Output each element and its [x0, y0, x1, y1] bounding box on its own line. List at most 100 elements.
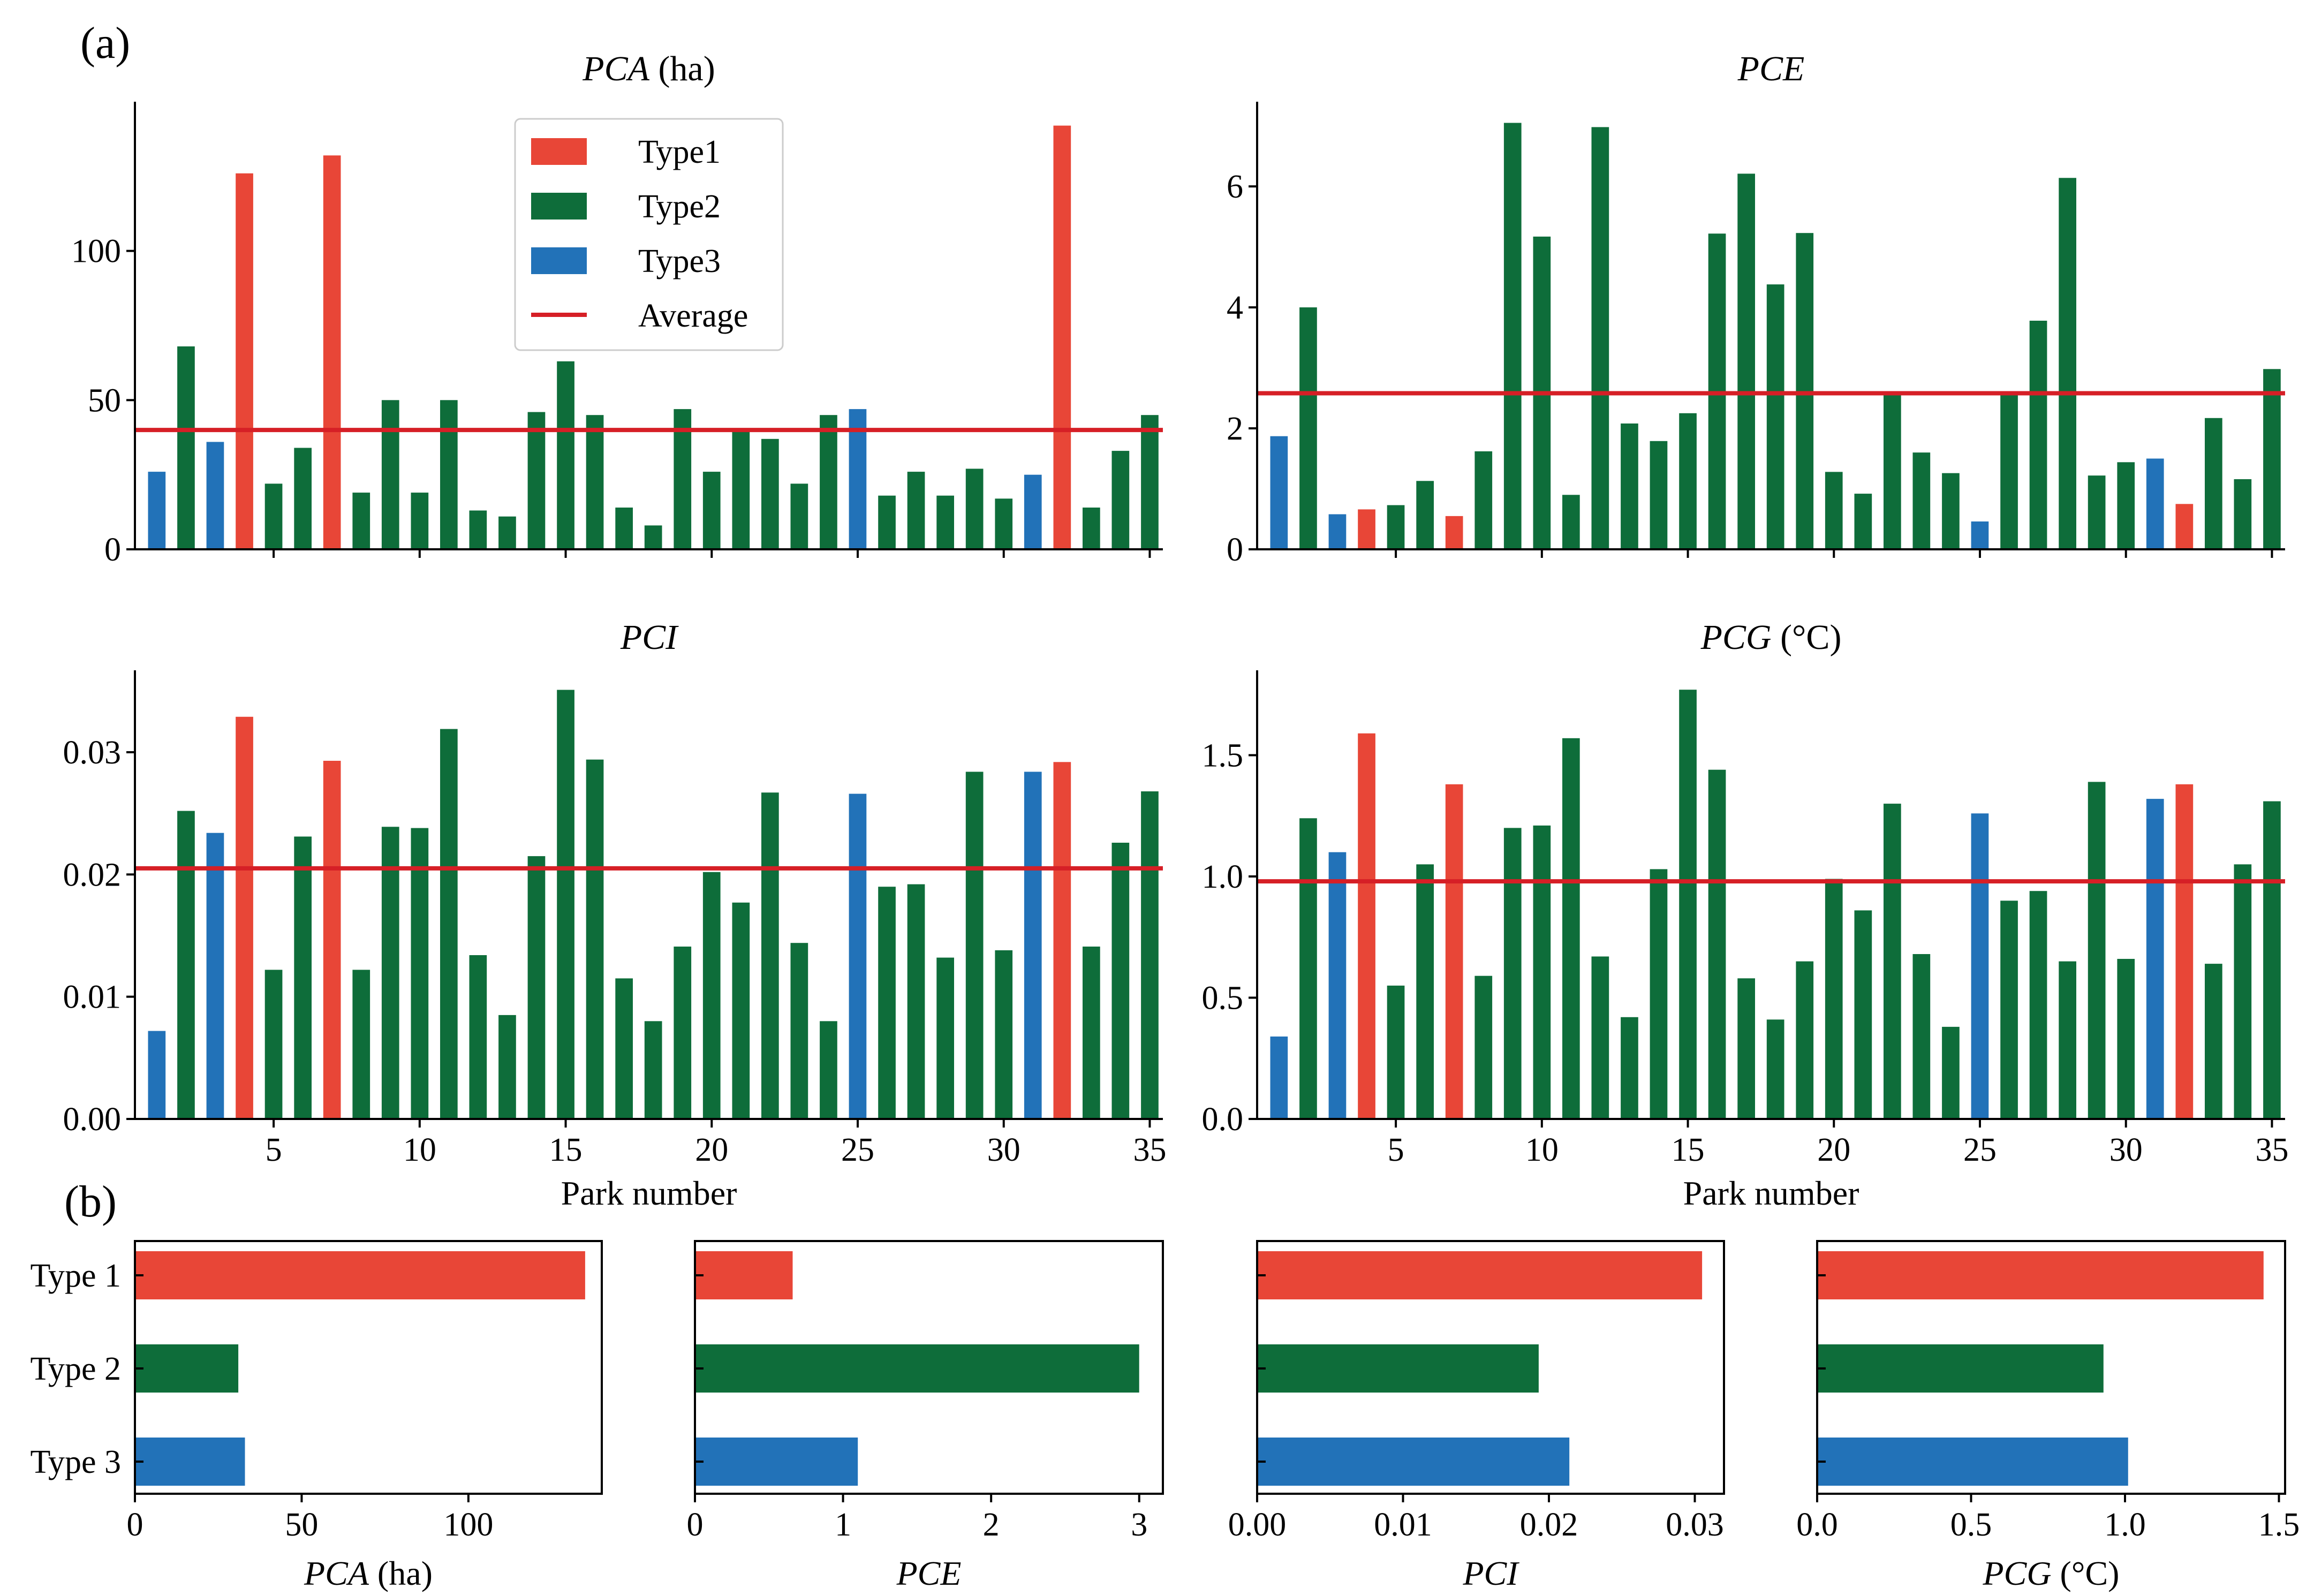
- x-tick-label: 1: [835, 1507, 851, 1543]
- y-tick-label: 1.5: [1202, 738, 1244, 774]
- bar-park-1: [1270, 436, 1288, 549]
- chart-title: PCI: [620, 618, 679, 657]
- bar-park-18: [1766, 1019, 1784, 1119]
- bar-park-29: [2088, 782, 2106, 1119]
- bar-park-35: [1141, 791, 1159, 1119]
- legend: Type1 Type2 Type3 Average: [514, 118, 784, 351]
- x-axis-label: Park number: [1683, 1174, 1859, 1212]
- x-tick-label: 5: [266, 1132, 282, 1168]
- x-tick-label: 30: [987, 1132, 1020, 1168]
- bar-park-20: [1825, 879, 1843, 1119]
- bar-park-26: [2000, 392, 2018, 549]
- bar-type-3: [695, 1438, 858, 1486]
- y-tick-label: 50: [88, 382, 121, 419]
- chart-pca: 0 50 100 PCA (ha): [71, 49, 1163, 568]
- bar-park-24: [1942, 1026, 1960, 1119]
- bar-park-33: [1083, 508, 1100, 549]
- bar-park-16: [1708, 769, 1726, 1119]
- legend-swatch-type3: [531, 247, 587, 274]
- x-axis-label: Park number: [561, 1174, 737, 1212]
- x-tick-label: 15: [1672, 1132, 1705, 1168]
- bar-park-29: [2088, 475, 2106, 549]
- bar-park-21: [732, 430, 750, 549]
- bar-park-26: [878, 887, 896, 1119]
- bar-park-12: [1591, 956, 1609, 1119]
- chart-type-pcg: 0.0 0.5 1.0 1.5 PCG (°C): [1796, 1240, 2300, 1592]
- legend-swatch-type1: [531, 138, 587, 165]
- y-tick-label: 0.03: [63, 735, 122, 771]
- y-tick-label: 100: [71, 233, 121, 270]
- bar-park-32: [2175, 784, 2194, 1119]
- panel-label-a: (a): [80, 18, 130, 68]
- bar-park-11: [440, 729, 458, 1119]
- bar-type-1: [135, 1251, 585, 1299]
- bar-park-20: [702, 872, 721, 1119]
- bar-type-2: [1817, 1344, 2104, 1393]
- bar-park-33: [2205, 964, 2222, 1119]
- x-tick-label: 3: [1131, 1507, 1147, 1543]
- bar-park-31: [1024, 771, 1042, 1119]
- bar-park-34: [1111, 451, 1130, 549]
- bar-park-5: [264, 970, 283, 1119]
- x-tick-label: 0: [687, 1507, 704, 1543]
- bar-park-8: [352, 970, 370, 1119]
- bar-park-6: [1416, 481, 1434, 549]
- plot-frame: [134, 1240, 603, 1495]
- x-axis-label: PCG (°C): [1983, 1554, 2120, 1592]
- chart-title-italic: PCG: [1700, 618, 1772, 657]
- x-tick-label: 5: [1388, 1132, 1404, 1168]
- bar-park-33: [2205, 418, 2222, 549]
- x-tick-label: 0.00: [1228, 1507, 1287, 1543]
- bar-park-3: [206, 833, 224, 1119]
- bar-park-35: [2263, 369, 2281, 549]
- bar-park-20: [702, 472, 721, 549]
- x-axis-label: PCE: [896, 1554, 962, 1592]
- chart-type-pci: 0.00 0.01 0.02 0.03 PCI: [1228, 1240, 1725, 1592]
- legend-label-type2: Type2: [638, 188, 721, 225]
- bar-park-12: [1591, 127, 1609, 549]
- bar-park-4: [236, 716, 253, 1119]
- x-axis-label: PCI: [1462, 1554, 1519, 1592]
- legend-label-type3: Type3: [638, 243, 721, 279]
- bar-park-10: [1533, 825, 1551, 1119]
- legend-box: [514, 118, 784, 351]
- bar-park-7: [323, 155, 341, 549]
- y-tick-label: 0.02: [63, 857, 122, 893]
- x-tick-label: 25: [841, 1132, 874, 1168]
- x-axis-label-unit: (ha): [369, 1554, 433, 1592]
- bar-park-21: [732, 902, 750, 1119]
- bar-park-11: [440, 400, 458, 549]
- bar-park-15: [1679, 413, 1697, 549]
- x-axis-label-italic: PCG: [1983, 1554, 2052, 1592]
- bar-park-34: [2234, 864, 2252, 1119]
- bar-park-30: [995, 498, 1013, 549]
- bar-park-22: [1884, 804, 1901, 1119]
- x-tick-label: 35: [1133, 1132, 1166, 1168]
- x-tick-label: 100: [443, 1507, 493, 1543]
- bar-park-18: [644, 1021, 662, 1119]
- x-tick-label: 50: [285, 1507, 318, 1543]
- x-tick-label: 0.03: [1666, 1507, 1724, 1543]
- y-tick-label: 0.0: [1202, 1101, 1244, 1138]
- bar-park-30: [2117, 462, 2135, 549]
- bar-park-13: [498, 516, 516, 549]
- y-tick-label: 2: [1227, 411, 1243, 447]
- chart-title-italic: PCA: [582, 49, 649, 88]
- bar-park-28: [936, 957, 954, 1119]
- x-tick-label: 30: [2109, 1132, 2143, 1168]
- x-tick-label: 35: [2255, 1132, 2288, 1168]
- bar-park-24: [820, 415, 837, 549]
- bar-park-32: [1053, 125, 1071, 550]
- bar-park-30: [2117, 959, 2135, 1119]
- chart-title-unit: (ha): [649, 49, 715, 88]
- chart-title-unit: (°C): [1772, 618, 1842, 657]
- x-tick-label: 10: [1525, 1132, 1559, 1168]
- bar-park-13: [1621, 1017, 1638, 1119]
- bar-park-1: [148, 1031, 166, 1119]
- bar-park-18: [644, 525, 662, 549]
- bar-park-35: [2263, 801, 2281, 1119]
- bar-park-19: [1796, 961, 1814, 1119]
- bar-park-2: [1299, 818, 1317, 1119]
- y-tick-label: 0.00: [63, 1101, 122, 1138]
- bar-park-15: [557, 690, 574, 1119]
